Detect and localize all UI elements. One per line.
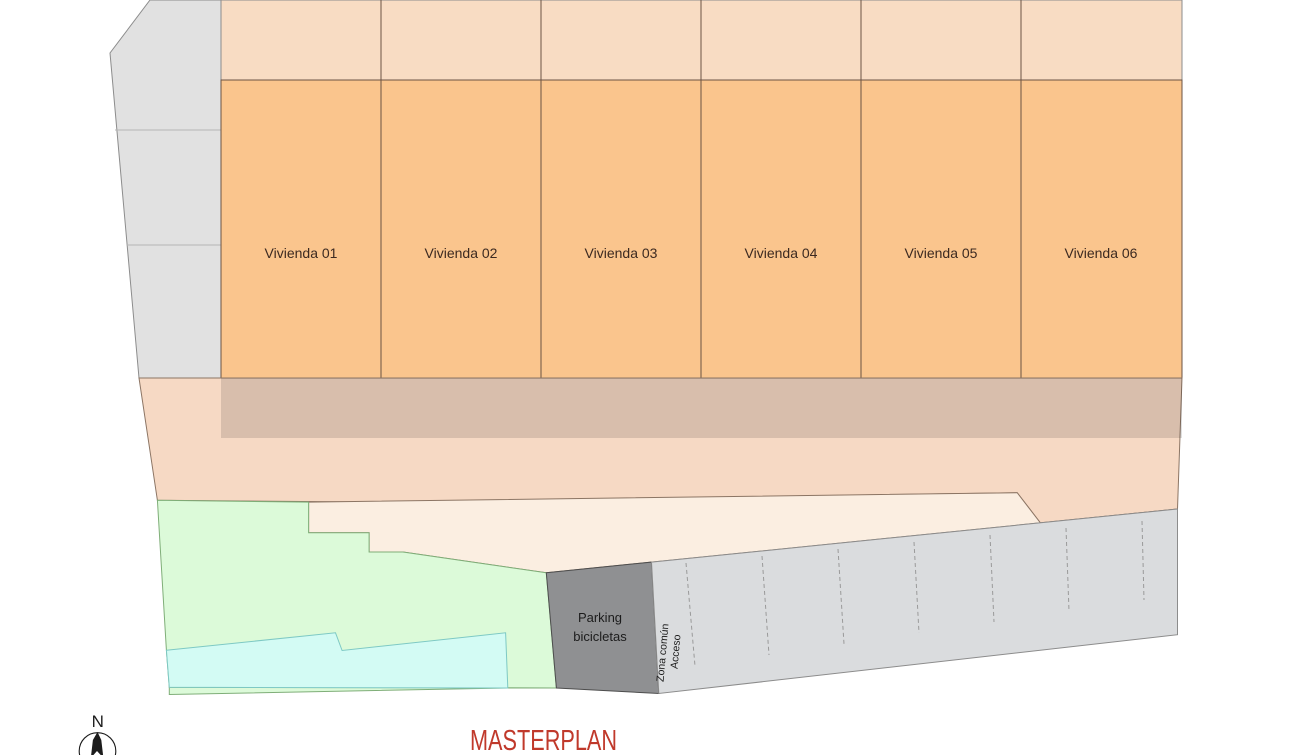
svg-text:bicicletas: bicicletas — [573, 629, 627, 644]
svg-text:Vivienda 05: Vivienda 05 — [905, 245, 978, 261]
svg-text:Vivienda 06: Vivienda 06 — [1065, 245, 1138, 261]
svg-text:Vivienda 04: Vivienda 04 — [745, 245, 818, 261]
svg-text:Parking: Parking — [578, 610, 622, 625]
svg-text:Vivienda 02: Vivienda 02 — [425, 245, 498, 261]
svg-text:MASTERPLAN: MASTERPLAN — [470, 725, 617, 755]
svg-text:Vivienda 03: Vivienda 03 — [585, 245, 658, 261]
svg-text:Vivienda 01: Vivienda 01 — [265, 245, 338, 261]
svg-text:N: N — [92, 712, 104, 731]
